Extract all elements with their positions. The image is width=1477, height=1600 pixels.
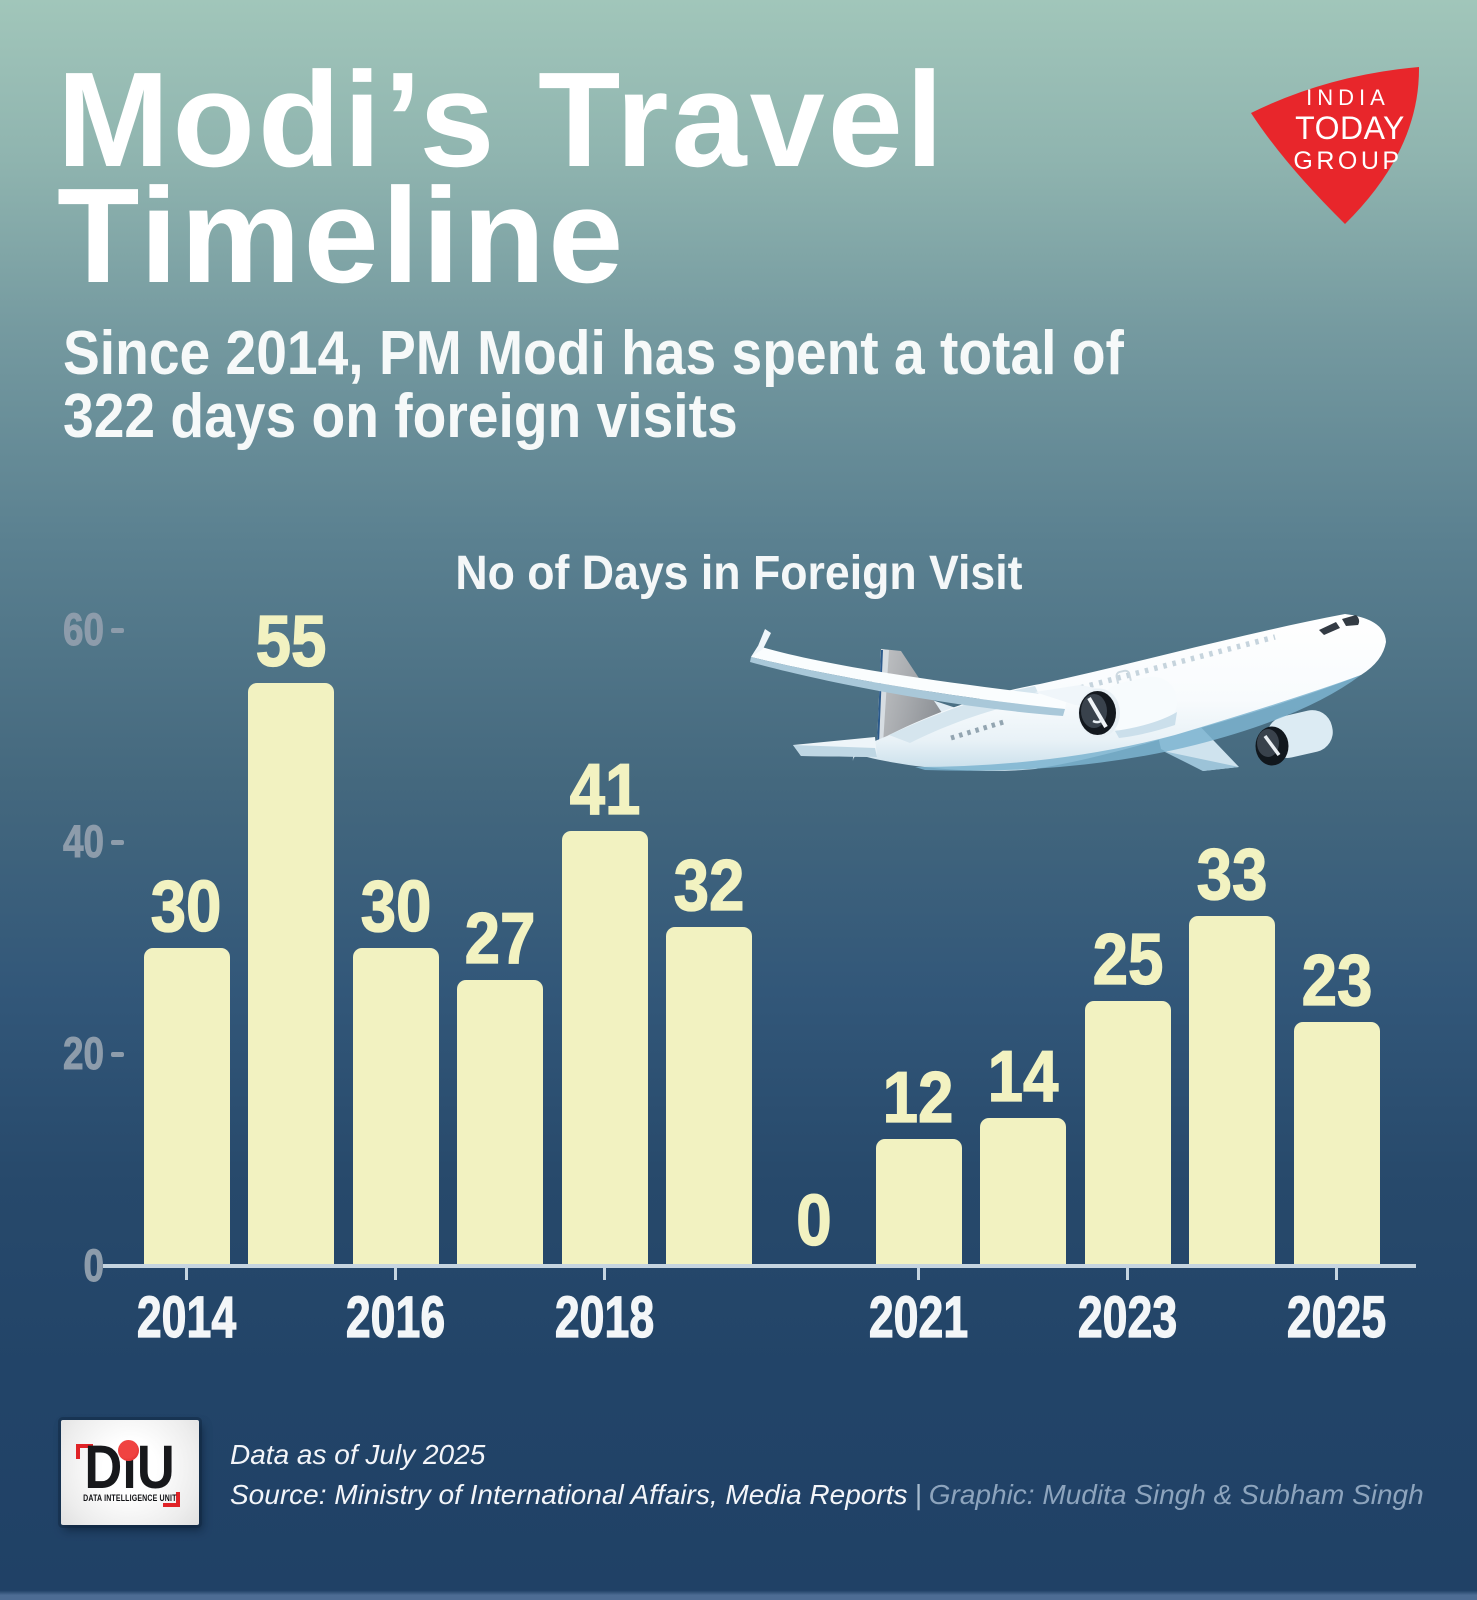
svg-text:TODAY: TODAY	[1295, 110, 1405, 146]
svg-text:GROUP: GROUP	[1293, 147, 1402, 175]
svg-text:INDIA: INDIA	[1306, 85, 1390, 110]
